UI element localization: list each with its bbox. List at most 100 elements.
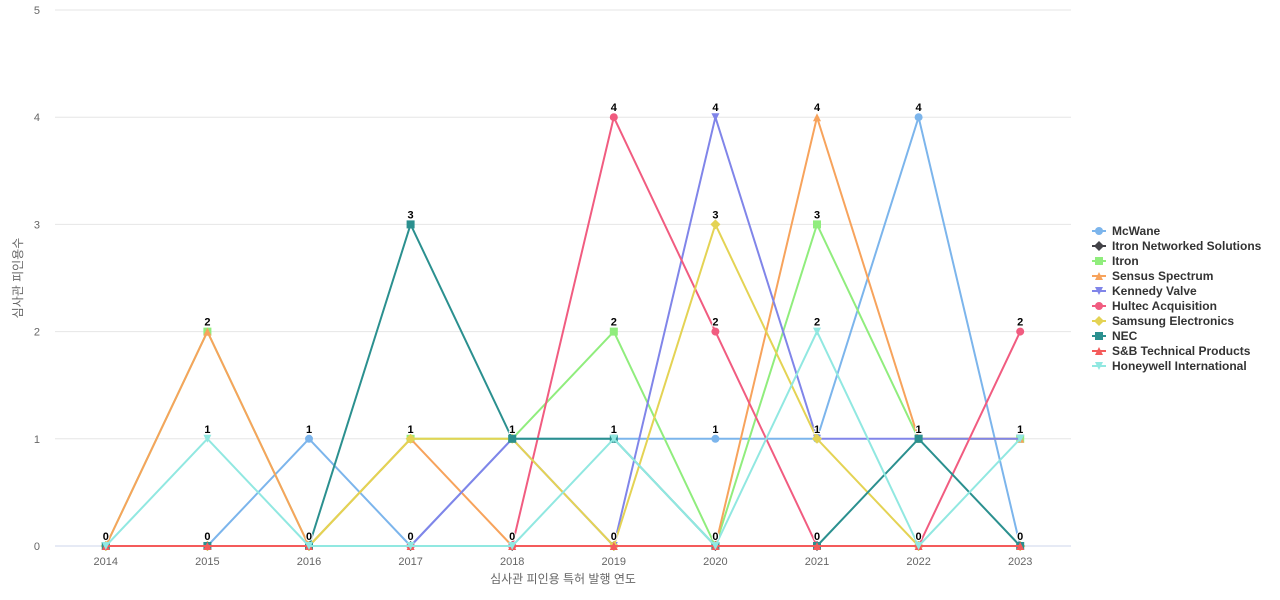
series-point[interactable] [203, 327, 212, 336]
legend-marker[interactable] [1095, 332, 1103, 340]
legend-item[interactable]: Samsung Electronics [1092, 314, 1234, 328]
series-point[interactable] [914, 542, 923, 550]
data-label: 1 [712, 424, 718, 436]
legend-label: Honeywell International [1112, 359, 1247, 373]
legend-item[interactable]: McWane [1092, 224, 1161, 238]
legend-item[interactable]: S&B Technical Products [1092, 344, 1251, 358]
series-point[interactable] [813, 327, 821, 336]
series-point[interactable] [711, 327, 720, 336]
series-point[interactable] [813, 220, 821, 229]
data-label: 0 [408, 531, 414, 543]
data-label: 0 [712, 531, 718, 543]
data-label: 3 [408, 209, 414, 221]
legend-item[interactable]: Sensus Spectrum [1092, 269, 1213, 283]
series-point[interactable] [508, 542, 517, 550]
data-label: 1 [611, 424, 617, 436]
legend-marker[interactable] [1095, 227, 1103, 235]
data-label: 4 [814, 102, 821, 114]
series-point[interactable] [203, 434, 212, 443]
series-point[interactable] [1016, 434, 1025, 443]
legend-item[interactable]: Kennedy Valve [1092, 284, 1197, 298]
series-point[interactable] [406, 542, 415, 550]
legend-item[interactable]: Itron [1092, 254, 1139, 268]
series-point[interactable] [914, 434, 923, 443]
legend-label: Kennedy Valve [1112, 284, 1197, 298]
data-label: 0 [306, 531, 312, 543]
series-point[interactable] [1016, 542, 1025, 550]
legend-label: NEC [1112, 329, 1138, 343]
series-point[interactable] [101, 542, 110, 550]
data-label: 2 [1017, 317, 1023, 329]
legend-label: Samsung Electronics [1112, 314, 1234, 328]
x-tick-label: 2018 [500, 556, 524, 568]
data-label: 1 [204, 424, 210, 436]
data-label: 0 [814, 531, 820, 543]
series-point[interactable] [914, 113, 923, 122]
x-tick-label: 2017 [398, 556, 422, 568]
data-label: 0 [1017, 531, 1023, 543]
x-tick-label: 2021 [805, 556, 829, 568]
legend-label: Sensus Spectrum [1112, 269, 1213, 283]
series-point[interactable] [710, 219, 721, 230]
data-label: 1 [509, 424, 515, 436]
x-tick-label: 2023 [1008, 556, 1032, 568]
series-point[interactable] [405, 433, 416, 444]
data-label: 0 [916, 531, 922, 543]
legend-item[interactable]: NEC [1092, 329, 1138, 343]
series-point[interactable] [812, 433, 822, 444]
data-label: 1 [408, 424, 414, 436]
series-point[interactable] [203, 542, 212, 550]
legend-marker[interactable] [1094, 241, 1104, 251]
series-honeywell-international [101, 327, 1025, 550]
series-point[interactable] [609, 434, 618, 443]
legend-marker[interactable] [1095, 302, 1103, 310]
x-tick-label: 2015 [195, 556, 219, 568]
legend-label: S&B Technical Products [1112, 344, 1251, 358]
legend-marker[interactable] [1095, 257, 1103, 265]
legend-marker[interactable] [1095, 272, 1103, 280]
series-line[interactable] [105, 330, 1021, 547]
series-point[interactable] [508, 434, 517, 443]
legend-marker[interactable] [1095, 347, 1103, 355]
legend-marker[interactable] [1095, 362, 1103, 370]
series-point[interactable] [406, 220, 415, 229]
data-label: 1 [1017, 424, 1023, 436]
series-point[interactable] [711, 542, 720, 550]
data-label: 0 [509, 531, 515, 543]
legend-label: Hultec Acquisition [1112, 299, 1217, 313]
series-point[interactable] [711, 434, 720, 443]
data-label: 4 [916, 102, 923, 114]
x-tick-label: 2020 [703, 556, 727, 568]
data-label: 0 [204, 531, 210, 543]
data-label: 2 [814, 317, 820, 329]
series-point[interactable] [305, 542, 313, 550]
legend-item[interactable]: Honeywell International [1092, 359, 1247, 373]
series-point[interactable] [609, 542, 618, 550]
series-point[interactable] [711, 113, 720, 122]
y-tick-label: 1 [34, 434, 40, 446]
legend-marker[interactable] [1094, 316, 1104, 326]
legend-label: McWane [1112, 224, 1161, 238]
legend-item[interactable]: Hultec Acquisition [1092, 299, 1217, 313]
series-point[interactable] [813, 113, 821, 122]
legend-marker[interactable] [1095, 287, 1103, 295]
x-tick-label: 2014 [94, 556, 118, 568]
series-point[interactable] [813, 542, 821, 550]
y-tick-label: 3 [34, 219, 40, 231]
series-point[interactable] [609, 113, 618, 122]
legend-item[interactable]: Itron Networked Solutions [1092, 239, 1262, 253]
series-point[interactable] [609, 327, 618, 336]
series-point[interactable] [305, 434, 313, 443]
data-label: 1 [306, 424, 312, 436]
y-tick-label: 2 [34, 327, 40, 339]
series-layer [100, 113, 1026, 551]
series-point[interactable] [1016, 327, 1025, 336]
data-label-layer: 0 2 1 0 1 0 3 1 0 1 0 4 2 1 0 4 3 2 1 0 4 3 2 1 0 4 1 0 2 1 0 [102, 101, 1025, 544]
x-tick-label: 2022 [906, 556, 930, 568]
series-line[interactable] [104, 223, 1021, 547]
y-tick-label: 4 [34, 112, 40, 124]
y-tick-label: 0 [34, 541, 40, 553]
